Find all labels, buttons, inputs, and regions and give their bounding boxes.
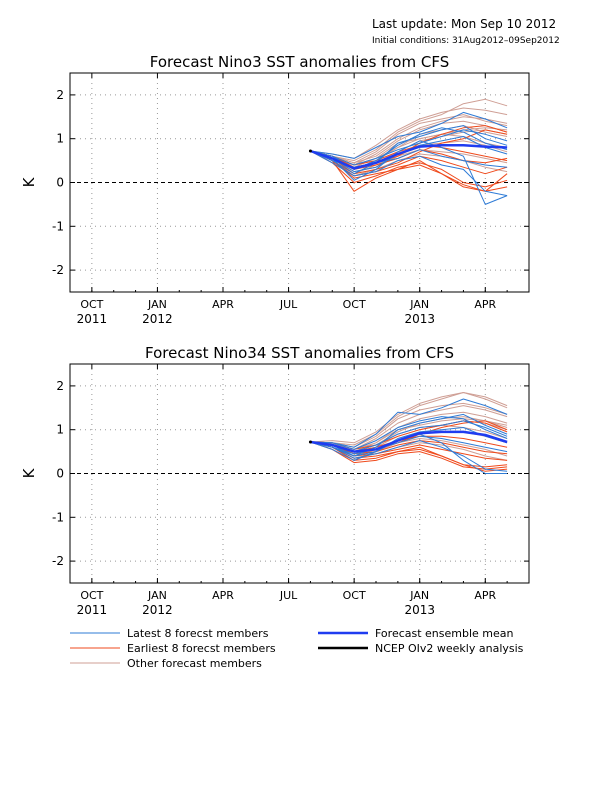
panel1-member-latest xyxy=(310,129,508,166)
panel2-member-other xyxy=(310,392,508,446)
panel2-month-label: APR xyxy=(212,589,234,602)
panel2-member-other xyxy=(310,392,508,444)
panel2-year-label: 2011 xyxy=(77,603,108,617)
panel2-member-latest xyxy=(310,398,508,448)
panel2-member-latest xyxy=(310,427,508,457)
panel2-ytick-label: 1 xyxy=(56,423,64,437)
legend-label-earliest: Earliest 8 forecst members xyxy=(127,642,276,655)
panel1-member-earliest xyxy=(310,150,508,177)
last-update-text: Last update: Mon Sep 10 2012 xyxy=(372,17,557,31)
panel1-member-earliest xyxy=(310,150,508,188)
legend-label-other: Other forecast members xyxy=(127,657,262,670)
panel2-ensemble-mean xyxy=(310,430,508,453)
panel2-month-label: JAN xyxy=(147,589,167,602)
panel1-ytick-label: 0 xyxy=(56,176,64,190)
panel2-month-label: OCT xyxy=(343,589,366,602)
panel2-month-label: OCT xyxy=(80,589,103,602)
panel1-ytick-label: 2 xyxy=(56,88,64,102)
panel2-ylabel: K xyxy=(20,467,38,478)
panel1-month-label: APR xyxy=(212,298,234,311)
panel1-member-other xyxy=(310,98,508,162)
panel1-ncep-point xyxy=(308,149,312,153)
panel1-member-earliest xyxy=(310,129,508,175)
panel2-month-label: JUL xyxy=(279,589,298,602)
panel1-member-latest xyxy=(310,111,508,159)
panel2-year-label: 2012 xyxy=(142,603,173,617)
panel2-year-label: 2013 xyxy=(404,603,435,617)
panel1-year-label: 2013 xyxy=(404,312,435,326)
legend-label-latest: Latest 8 forecst members xyxy=(127,627,269,640)
panel2-ytick-label: -2 xyxy=(52,554,64,568)
panel1-ensemble-mean xyxy=(309,144,508,170)
panel2-title: Forecast Nino34 SST anomalies from CFS xyxy=(145,344,454,362)
panel1-ytick-label: -1 xyxy=(52,219,64,233)
panel1-month-label: JAN xyxy=(147,298,167,311)
panel1-year-label: 2011 xyxy=(77,312,108,326)
panel1-month-label: JUL xyxy=(279,298,298,311)
panel1-ytick-label: 1 xyxy=(56,132,64,146)
legend-label-mean: Forecast ensemble mean xyxy=(375,627,514,640)
panel1-member-latest xyxy=(310,150,508,197)
panel2-frame xyxy=(69,363,530,584)
panel2-member-latest xyxy=(310,413,508,457)
panel2-ncep-point xyxy=(308,440,312,444)
panel2-member-latest xyxy=(310,440,508,472)
panel2-ytick-label: 0 xyxy=(56,467,64,481)
panel1-month-label: OCT xyxy=(80,298,103,311)
panel2-member-latest xyxy=(310,416,508,450)
panel2-member-earliest xyxy=(310,441,508,468)
panel2-ytick-label: 2 xyxy=(56,379,64,393)
panel1-member-other xyxy=(310,120,508,164)
panel1-month-label: JAN xyxy=(409,298,429,311)
panel1-title: Forecast Nino3 SST anomalies from CFS xyxy=(150,53,449,71)
panel1-month-label: APR xyxy=(474,298,496,311)
panel2-month-label: APR xyxy=(474,589,496,602)
panel1-month-label: OCT xyxy=(343,298,366,311)
panel1-year-label: 2012 xyxy=(142,312,173,326)
panel2-month-label: JAN xyxy=(409,589,429,602)
legend-label-ncep: NCEP OIv2 weekly analysis xyxy=(375,642,524,655)
initial-conditions-text: Initial conditions: 31Aug2012–09Sep2012 xyxy=(372,36,560,46)
panel1-ylabel: K xyxy=(20,176,38,187)
panel1-ytick-label: -2 xyxy=(52,263,64,277)
panel2-ytick-label: -1 xyxy=(52,510,64,524)
